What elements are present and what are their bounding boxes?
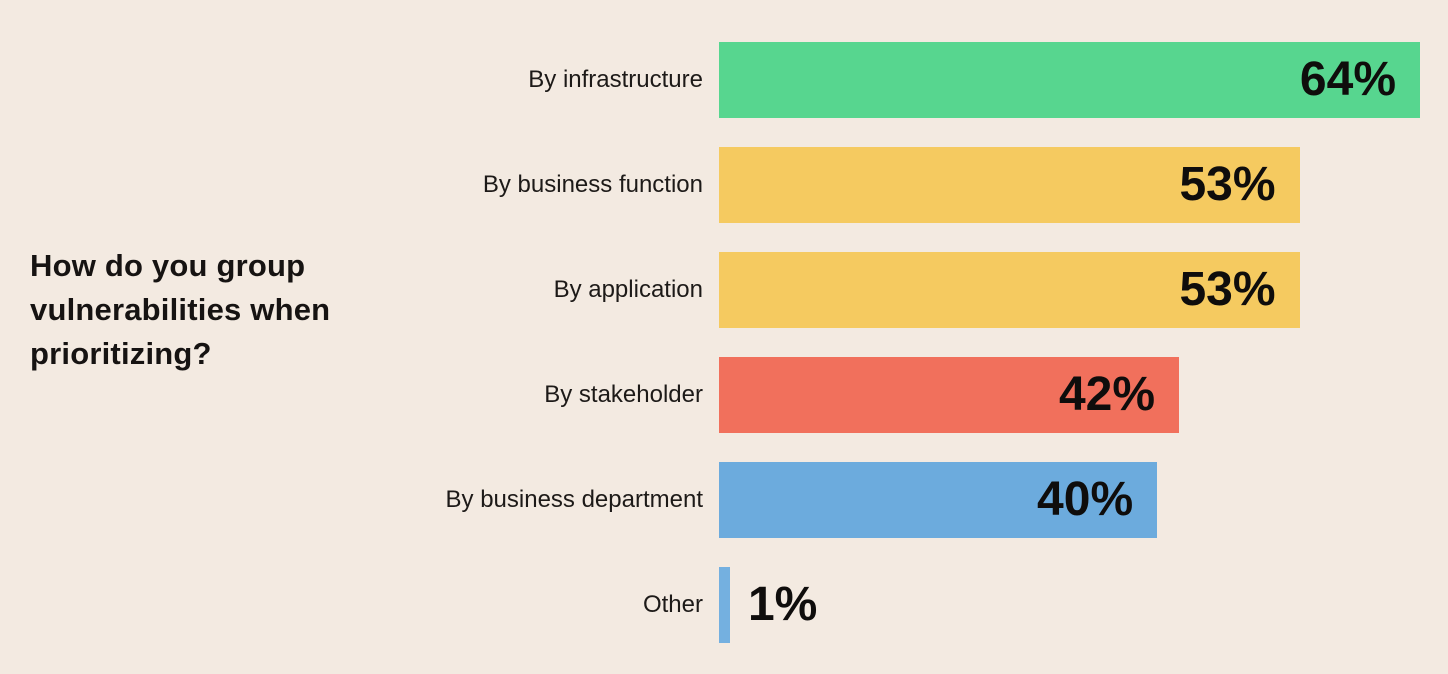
bar-track: 40% — [719, 462, 1420, 538]
bar-row: By business function 53% — [0, 147, 1420, 223]
question-line-1: How do you group — [30, 248, 306, 283]
bar-track: 53% — [719, 147, 1420, 223]
bar-row: By stakeholder 42% — [0, 357, 1420, 433]
bar: 1% — [719, 567, 817, 643]
value-label: 64% — [1299, 53, 1396, 106]
bar-track: 53% — [719, 252, 1420, 328]
value-label: 40% — [1037, 473, 1134, 526]
category-label: Other — [642, 591, 703, 618]
value-label: 53% — [1179, 158, 1276, 211]
bar-row: By business department 40% — [0, 462, 1420, 538]
bar: 53% — [719, 252, 1300, 328]
bar-track: 42% — [719, 357, 1420, 433]
bar: 64% — [719, 42, 1420, 118]
bar: 40% — [719, 462, 1158, 538]
bar-chart: By infrastructure 64% By business functi… — [0, 42, 1420, 643]
bar: 53% — [719, 147, 1300, 223]
bar: 42% — [719, 357, 1180, 433]
category-label: By business function — [482, 171, 703, 198]
category-label: By infrastructure — [528, 66, 703, 93]
value-label: 1% — [747, 578, 818, 631]
category-label: By stakeholder — [544, 381, 703, 408]
chart-question: How do you group vulnerabilities when pr… — [30, 244, 330, 376]
bar-track: 64% — [719, 42, 1420, 118]
value-label: 53% — [1179, 263, 1276, 316]
bar-row: By application 53% — [0, 252, 1420, 328]
category-label: By application — [553, 276, 703, 303]
category-label: By business department — [445, 486, 703, 513]
bar-track: 1% — [719, 567, 1420, 643]
bar-row: By infrastructure 64% — [0, 42, 1420, 118]
question-line-2: vulnerabilities when — [30, 292, 331, 327]
question-line-3: prioritizing? — [30, 336, 212, 371]
bar-row: Other 1% — [0, 567, 1420, 643]
value-label: 42% — [1058, 368, 1156, 421]
